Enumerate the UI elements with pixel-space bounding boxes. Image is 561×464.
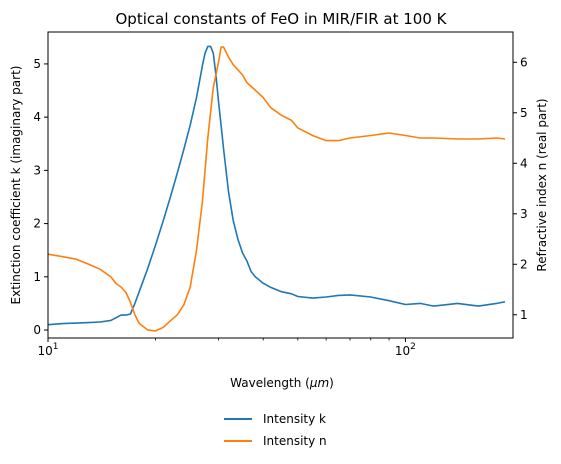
x-axis: 101 102 <box>37 338 416 358</box>
right-tick-label: 1 <box>520 308 528 322</box>
legend: Intensity k Intensity n <box>224 412 327 448</box>
chart-title: Optical constants of FeO in MIR/FIR at 1… <box>116 10 448 28</box>
right-tick-label: 2 <box>520 257 528 271</box>
left-axis-label: Extinction coefficient k (imaginary part… <box>9 66 23 305</box>
left-tick-label: 1 <box>33 270 41 284</box>
x-axis-label-suffix: ) <box>329 376 334 390</box>
x-axis-label-prefix: Wavelength ( <box>230 376 310 390</box>
x-axis-label: Wavelength (μm) <box>230 376 334 390</box>
right-tick-label: 6 <box>520 55 528 69</box>
left-tick-label: 2 <box>33 217 41 231</box>
left-axis: 0 1 2 3 4 5 <box>33 57 48 337</box>
legend-label-k: Intensity k <box>263 412 326 426</box>
right-tick-label: 5 <box>520 106 528 120</box>
x-tick-label: 101 <box>37 342 58 358</box>
series-line-k <box>47 45 506 326</box>
right-axis-label: Refractive index n (real part) <box>535 98 549 271</box>
right-tick-label: 4 <box>520 156 528 170</box>
x-axis-label-unit: μm <box>309 376 329 390</box>
series-line-n <box>47 46 506 332</box>
left-tick-label: 0 <box>33 323 41 337</box>
left-tick-label: 4 <box>33 110 41 124</box>
left-tick-label: 5 <box>33 57 41 71</box>
right-tick-label: 3 <box>520 207 528 221</box>
plot-frame <box>47 31 514 339</box>
legend-label-n: Intensity n <box>263 434 327 448</box>
x-tick-label: 102 <box>395 342 416 358</box>
left-tick-label: 3 <box>33 163 41 177</box>
right-axis: 1 2 3 4 5 6 <box>513 55 528 322</box>
plot-lines <box>47 45 506 332</box>
